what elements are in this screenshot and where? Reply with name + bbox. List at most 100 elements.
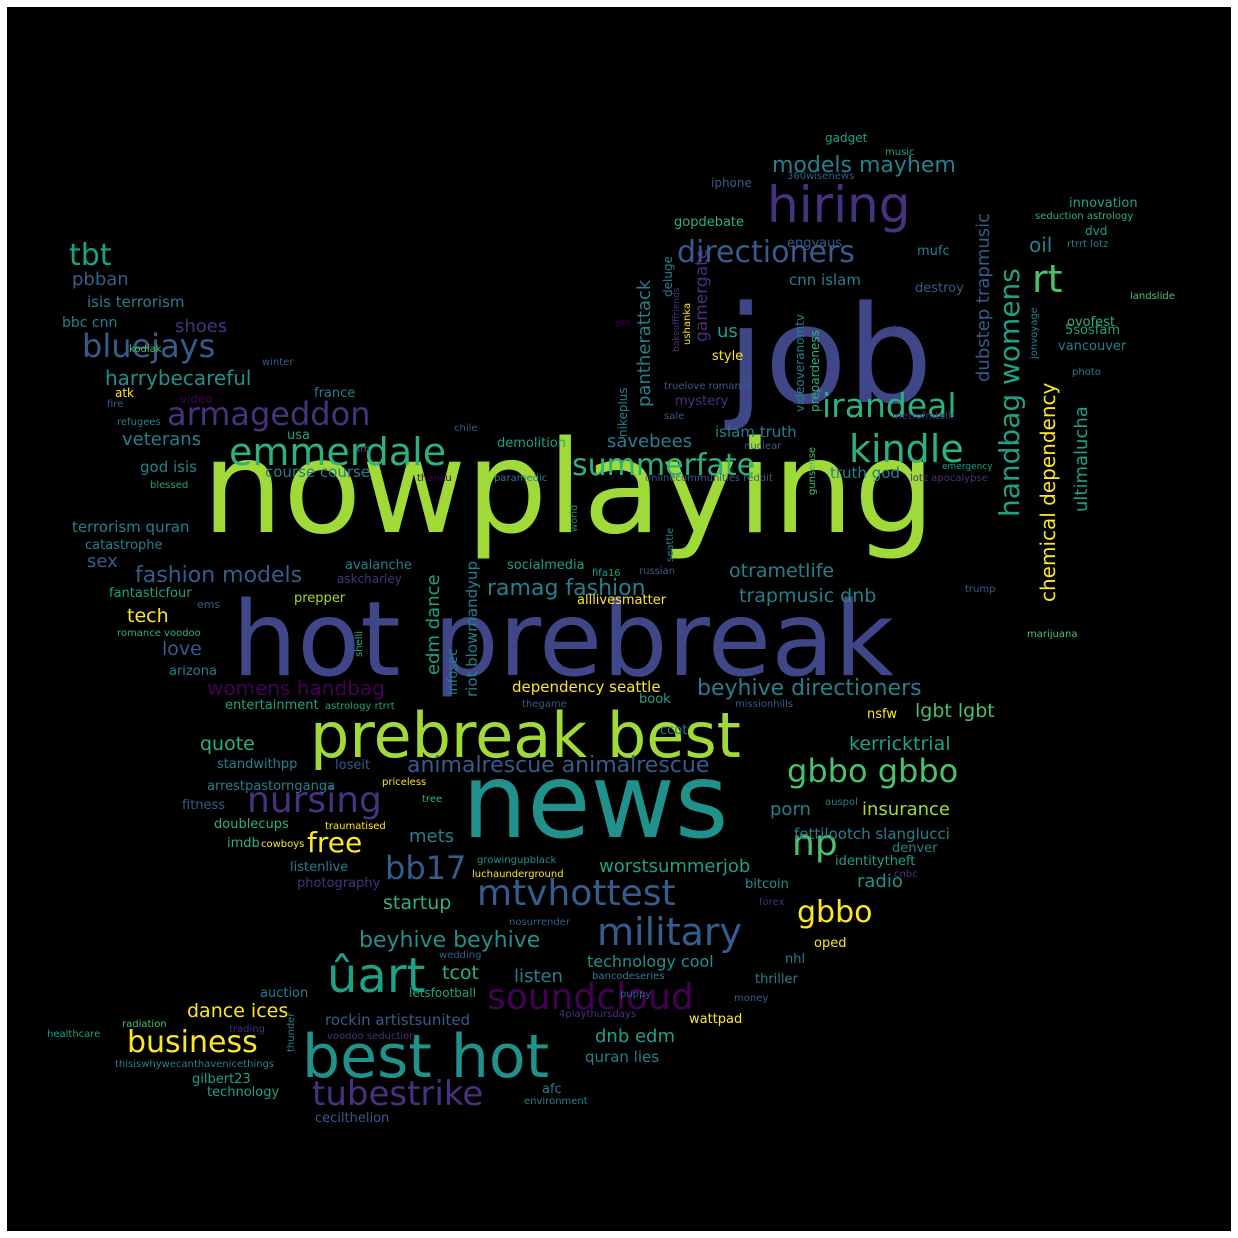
word-auction: auction	[260, 986, 308, 1001]
word-tcot: tcot	[442, 962, 479, 984]
word-military: military	[597, 910, 742, 954]
word-innovation: innovation	[1069, 196, 1138, 211]
word-womens-handbag: womens handbag	[207, 676, 385, 700]
word-startup: startup	[383, 892, 451, 914]
word-metrofmtalk: metrofmtalk	[892, 411, 954, 422]
word-cecilthelion: cecilthelion	[315, 1111, 389, 1126]
word-auspol: auspol	[825, 797, 858, 808]
word-ushanka: ushanka	[682, 303, 693, 345]
word-hot-prebreak: hot prebreak	[232, 580, 894, 700]
word-engvaus: engvaus	[787, 236, 842, 251]
word-summerfate: summerfate	[572, 448, 755, 483]
word-refugees: refugees	[117, 417, 161, 428]
word-fashion-models: fashion models	[135, 563, 302, 588]
word-listenlive: listenlive	[290, 860, 348, 875]
word-beyhive-beyhive: beyhive beyhive	[359, 928, 540, 953]
word-mufc: mufc	[917, 244, 950, 259]
word-job: job	[724, 277, 933, 434]
word-dubstep-trapmusic: dubstep trapmusic	[973, 213, 994, 382]
word-environment: environment	[524, 1096, 588, 1107]
word-tubestrike: tubestrike	[312, 1074, 483, 1114]
word-imdb: imdb	[227, 836, 260, 851]
word-photography: photography	[297, 876, 381, 891]
word-lgbt-lgbt: lgbt lgbt	[915, 700, 995, 722]
word-nsfw: nsfw	[867, 707, 897, 722]
word-bb17: bb17	[385, 849, 466, 887]
word-360wisenews: 360wisenews	[787, 171, 854, 182]
word-nikeplus: nikeplus	[616, 387, 630, 437]
word-dance-ices: dance ices	[187, 1000, 288, 1022]
word-thunder: thunder	[286, 1012, 297, 1052]
word-bakeofffriends: bakeofffriends	[672, 287, 682, 352]
word-sale: sale	[664, 411, 684, 422]
word-terrorism-quran: terrorism quran	[72, 518, 189, 536]
word-isis-terrorism: isis terrorism	[87, 293, 185, 311]
word-nhl: nhl	[785, 952, 805, 967]
word-arrestpastornganga: arrestpastornganga	[207, 779, 335, 794]
word-doublecups: doublecups	[214, 817, 289, 832]
word-france: france	[314, 386, 355, 401]
word-kerricktrial: kerricktrial	[849, 733, 951, 755]
word-prebreak-best: prebreak best	[310, 699, 741, 772]
word-forex: forex	[759, 897, 785, 908]
word-wedding: wedding	[439, 950, 482, 961]
word-afc: afc	[542, 1082, 562, 1097]
word-ultimalucha: ultimalucha	[1071, 406, 1092, 512]
word-quran-lies: quran lies	[585, 1048, 659, 1066]
word-landslide: landslide	[1130, 291, 1175, 302]
word-fire: fire	[107, 399, 123, 410]
word-business: business	[127, 1025, 258, 1060]
word-quote: quote	[200, 733, 255, 755]
word-irandeal: irandeal	[822, 386, 957, 425]
word-voodoo-seduction: voodoo seduction	[327, 1031, 416, 1042]
word-ccot: ccot	[660, 723, 687, 738]
word-bluejays: bluejays	[82, 327, 215, 365]
word-missionhills: missionhills	[735, 699, 793, 710]
word-dependency-seattle: dependency seattle	[512, 678, 661, 696]
word-video: video	[180, 392, 213, 406]
word-seduction-astrology: seduction astrology	[1035, 211, 1133, 222]
word-otrametlife: otrametlife	[729, 560, 834, 582]
word-sm: sm	[355, 444, 370, 455]
word-alllivesmatter: alllivesmatter	[577, 593, 667, 608]
word-money: money	[734, 993, 768, 1004]
word-bancodeseries: bancodeseries	[592, 971, 665, 982]
word-thisiswhywecanthavenicethings: thisiswhywecanthavenicethings	[115, 1059, 274, 1070]
word-uk: uk	[887, 325, 899, 335]
word-marijuana: marijuana	[1027, 629, 1077, 640]
word-winter: winter	[262, 357, 294, 368]
word-yes: yes	[615, 318, 631, 328]
word-growingupblack: growingupblack	[477, 855, 556, 866]
word-shoes: shoes	[175, 316, 227, 337]
word-nosurrender: nosurrender	[509, 917, 571, 928]
word-catastrophe: catastrophe	[85, 538, 163, 553]
word-jonvoyage: jonvoyage	[1029, 307, 1040, 360]
word-world: world	[569, 504, 580, 532]
word-rockin-artistsunited: rockin artistsunited	[325, 1011, 470, 1029]
word-thanku: thanku	[417, 473, 452, 484]
word-dvd: dvd	[1085, 224, 1107, 238]
word-deluge: deluge	[661, 256, 675, 297]
word-loseit: loseit	[335, 758, 370, 773]
word-videoveranomtv: videoveranomtv	[793, 314, 807, 412]
word-infosec: infosec	[446, 649, 461, 695]
word-prepper: prepper	[294, 591, 346, 606]
word-cnbc: cnbc	[894, 869, 918, 880]
word-us: us	[717, 321, 738, 342]
word-traumatised: traumatised	[325, 821, 386, 832]
word-np: np	[792, 823, 838, 864]
word-gbbo-gbbo: gbbo gbbo	[787, 752, 958, 790]
word-prepardeness: prepardeness	[808, 330, 822, 412]
word-bbc-cnn: bbc cnn	[62, 315, 117, 331]
word-savebees: savebees	[607, 431, 692, 452]
word-trapmusic-dnb: trapmusic dnb	[739, 585, 876, 607]
word-technology: technology	[207, 1085, 279, 1100]
word-oped: oped	[814, 936, 846, 951]
word-entertainment: entertainment	[225, 698, 319, 713]
word-tbt: tbt	[69, 238, 112, 273]
word-ovofest: ovofest	[1067, 315, 1115, 330]
word-arizona: arizona	[169, 664, 217, 679]
word-art: ûart	[327, 948, 425, 1004]
word-fantasticfour: fantasticfour	[109, 586, 192, 601]
